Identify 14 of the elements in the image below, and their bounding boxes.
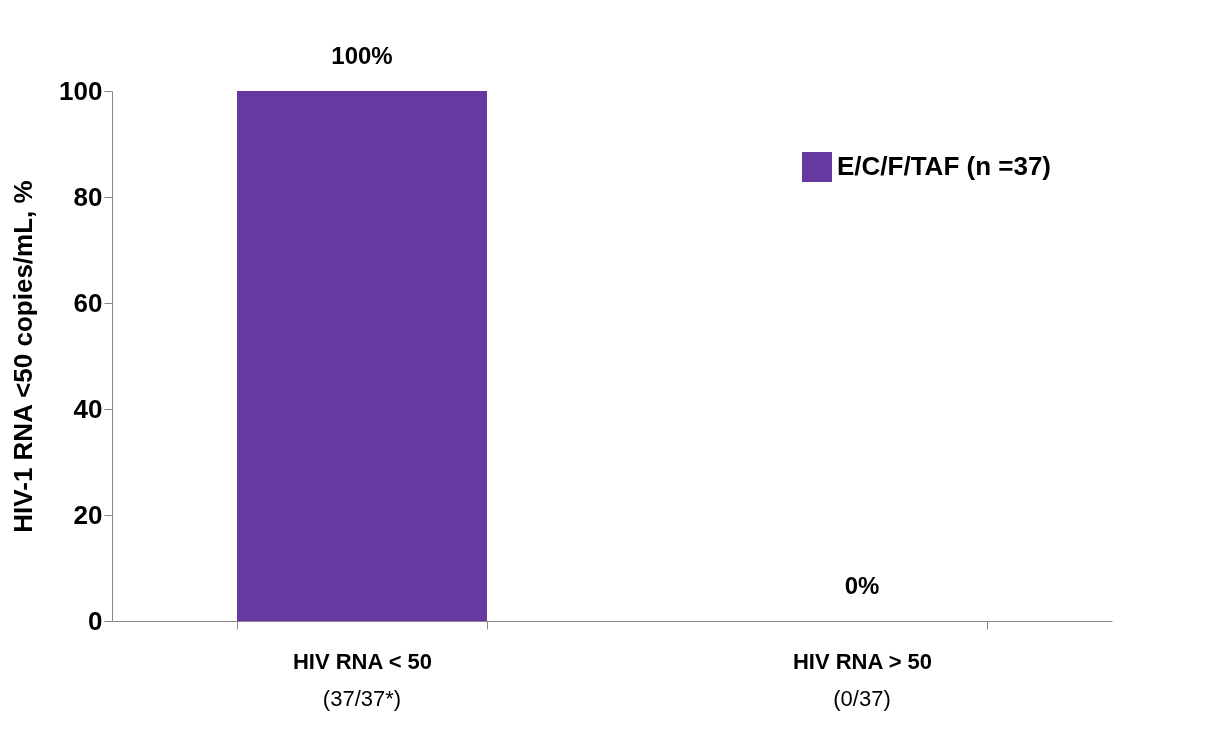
data-label: 100% (331, 42, 393, 69)
x-tick-label: HIV RNA < 50 (292, 648, 433, 674)
text: (0/37) (833, 686, 891, 711)
x-tick-label: HIV RNA > 50 (792, 648, 933, 674)
y-tick-label: 40 (73, 393, 103, 424)
legend-label: E/C/F/TAF (n =37) (837, 151, 1052, 181)
y-tick-label: 0 (88, 605, 103, 636)
data-label: 0% (844, 572, 880, 599)
y-tick-label: 20 (73, 499, 103, 530)
y-axis-title: HIV-1 RNA <50 copies/mL, % (8, 180, 39, 533)
y-tick-label: 80 (73, 181, 103, 212)
y-tick-label: 60 (73, 287, 103, 318)
text: (37/37*) (322, 686, 402, 711)
y-tick-label: 100 (59, 75, 103, 106)
